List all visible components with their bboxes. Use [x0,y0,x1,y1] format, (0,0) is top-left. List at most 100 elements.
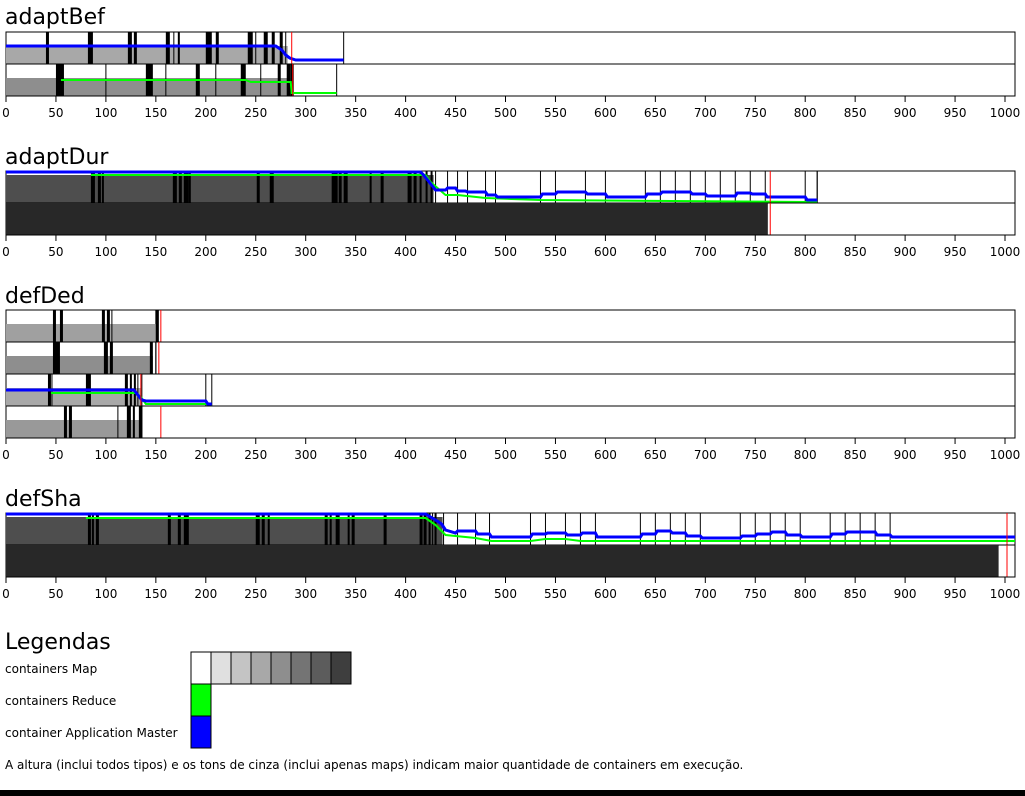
tick-label: 450 [444,106,467,120]
chart-adaptBef: 0 50 100 150 200 250 300 350 400 450 500 550 600 650 7… [2,31,1020,120]
row-defDed-2 [5,373,1016,407]
map-containers-fill [6,356,153,374]
container-burst-bar [63,406,67,438]
tick-label: 300 [294,587,317,601]
container-burst-bar [55,64,64,96]
tick-label: 0 [2,587,10,601]
container-burst-bar [90,171,95,203]
container-burst-bar [419,171,422,203]
tick-label: 0 [2,245,10,259]
legend-reduce-label: containers Reduce [5,694,116,708]
container-burst-bar [149,342,153,374]
tick-label: 700 [694,587,717,601]
container-burst-bar [380,171,384,203]
container-burst-bar [255,513,260,545]
container-burst-bar [215,32,219,64]
legend-map-swatch [310,651,332,685]
legend-map-swatch [330,651,352,685]
chart-title-adaptBef: adaptBef [5,5,106,30]
tick-label: 900 [894,587,917,601]
tick-label: 350 [344,245,367,259]
container-burst-bar [267,513,270,545]
container-burst-bar [324,513,328,545]
container-burst-bar [45,32,49,64]
tick-label: 100 [94,245,117,259]
tick-label: 650 [644,448,667,462]
tick-label: 1000 [990,245,1021,259]
chart-defSha: 0 50 100 150 200 250 300 350 400 450 500 550 600 650 7… [2,512,1020,601]
container-burst-bar [338,171,342,203]
container-burst-bar [434,513,437,545]
container-burst-bar [351,513,355,545]
tick-label: 700 [694,245,717,259]
container-burst-bar [269,171,274,203]
legend-note: A altura (inclui todos tipos) e os tons … [5,758,743,772]
container-burst-bar [101,171,104,203]
tick-label: 450 [444,448,467,462]
tick-label: 600 [594,587,617,601]
tick-label: 650 [644,587,667,601]
map-containers-fill [6,545,999,577]
map-containers-fill [6,517,443,545]
container-burst-bar [413,171,417,203]
container-burst-bar [133,32,137,64]
container-burst-bar [165,32,170,64]
tick-label: 450 [444,587,467,601]
container-burst-bar [331,171,338,203]
tick-label: 0 [2,448,10,462]
am-container-line [6,170,818,202]
chart-adaptDur: 0 50 100 150 200 250 300 350 400 450 500 550 600 650 7… [2,170,1021,259]
tick-label: 550 [544,448,567,462]
tick-label: 500 [494,587,517,601]
container-burst-bar [178,171,182,203]
container-burst-bar [167,513,171,545]
am-container-line [6,512,1015,540]
row-adaptBef-0 [5,31,1016,65]
container-burst-bar [91,513,94,545]
tick-label: 250 [244,448,267,462]
container-burst-bar [369,171,372,203]
tick-label: 800 [794,448,817,462]
tick-label: 850 [844,106,867,120]
tick-label: 300 [294,448,317,462]
tick-label: 900 [894,448,917,462]
container-burst-bar [177,32,180,64]
container-burst-bar [59,310,63,342]
tick-label: 100 [94,106,117,120]
tick-label: 50 [48,448,63,462]
container-burst-bar [335,513,340,545]
container-burst-bar [103,342,108,374]
x-axis-adaptBef: 0 50 100 150 200 250 300 350 400 450 500 550 600 650 7… [2,95,1020,120]
x-axis-defSha: 0 50 100 150 200 250 300 350 400 450 500 550 600 650 7… [2,576,1020,601]
tick-label: 950 [944,245,967,259]
tick-label: 850 [844,245,867,259]
container-burst-bar [271,32,275,64]
legend-map-swatch [210,651,232,685]
container-burst-bar [329,513,332,545]
legend-reduce-swatch [190,683,212,717]
tick-label: 600 [594,106,617,120]
tick-label: 400 [394,106,417,120]
container-burst-bar [277,64,281,96]
tick-label: 200 [194,587,217,601]
tick-label: 100 [94,448,117,462]
row-adaptDur-0 [5,170,1016,204]
container-burst-bar [52,342,60,374]
container-burst-bar [109,342,113,374]
tick-label: 700 [694,448,717,462]
am-container-line [6,44,344,62]
tick-label: 950 [944,106,967,120]
tick-label: 750 [744,587,767,601]
tick-label: 500 [494,448,517,462]
container-burst-bar [347,513,350,545]
tick-label: 300 [294,245,317,259]
container-burst-bar [177,513,181,545]
tick-label: 500 [494,245,517,259]
legend-swatches [190,651,352,749]
row-adaptDur-1 [5,202,1016,236]
tick-label: 50 [48,245,63,259]
legend-map-swatch [230,651,252,685]
container-burst-bar [95,513,99,545]
tick-label: 800 [794,587,817,601]
bottom-border [0,790,1025,796]
